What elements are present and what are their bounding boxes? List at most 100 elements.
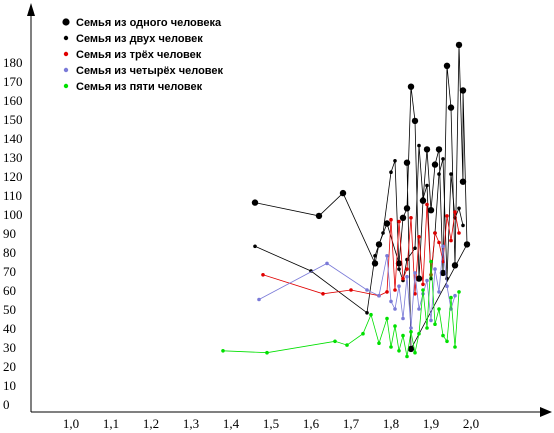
data-point [413,246,417,250]
legend-label: Семья из четырёх человек [76,65,224,77]
y-tick-label: 160 [3,93,23,108]
data-point [403,159,411,166]
data-point [459,87,467,94]
data-point [425,278,429,283]
data-point [423,146,431,153]
data-point [371,260,379,267]
data-point [413,271,417,275]
data-point [377,293,381,298]
data-point [405,257,409,262]
data-point [449,238,453,243]
legend-marker [62,18,70,26]
data-point [407,83,415,90]
data-point [401,276,405,281]
data-point [389,345,393,349]
data-point [463,241,471,248]
x-axis-arrow [540,407,552,417]
data-point [385,290,389,294]
series-5 [221,259,461,359]
y-tick-label: 180 [3,55,23,70]
y-axis-arrow [27,3,35,16]
data-point [445,339,449,344]
data-point [389,217,393,222]
legend-marker [63,35,69,41]
data-point [251,199,259,206]
series-4 [257,244,457,330]
y-tick-labels: 0 10 20 30 40 50 60 70 80 90 100 110 120 130 140 150 160… [3,55,23,412]
data-point [417,331,421,336]
data-point [429,318,433,323]
data-point [433,231,437,235]
data-point [425,202,429,207]
data-point [451,262,459,269]
data-point [443,62,451,69]
data-point [435,146,443,153]
data-point [429,259,433,264]
data-point [405,354,409,359]
data-point [441,244,445,249]
data-point [425,183,429,188]
data-point [385,254,389,258]
data-point [445,284,449,289]
legend-marker [63,67,69,73]
x-tick-label: 1,2 [143,416,159,431]
data-point [381,231,385,235]
data-point [431,161,439,168]
x-tick-label: 1,0 [63,416,79,431]
data-point [393,324,397,328]
data-point [265,350,269,355]
y-tick-label: 60 [3,283,16,298]
data-point [457,231,461,235]
data-point [413,350,417,355]
data-point [411,117,419,125]
data-point [413,292,417,296]
y-tick-label: 120 [3,169,23,184]
data-point [437,240,441,245]
x-tick-label: 2,0 [463,416,479,431]
data-point [389,170,393,174]
data-point [349,288,353,292]
data-point [447,104,455,111]
data-point [393,159,397,163]
data-point [309,269,313,273]
series-line [258,246,456,329]
data-point [433,322,437,327]
data-point [421,288,425,292]
data-point [459,178,467,185]
axes [27,3,552,417]
y-tick-label: 10 [3,378,16,393]
y-tick-label: 140 [3,131,23,146]
data-series [221,41,471,359]
data-point [321,292,325,296]
legend-label: Семья из пяти человек [76,81,203,93]
x-tick-label: 1,8 [383,416,399,431]
data-point [385,316,389,321]
data-point [417,143,421,148]
data-point [373,254,377,258]
data-point [441,157,445,161]
data-point [449,172,453,176]
data-point [437,290,441,294]
y-tick-label: 150 [3,112,23,127]
y-tick-label: 90 [3,226,16,241]
data-point [455,41,463,49]
x-tick-labels: 1,0 1,1 1,2 1,3 1,4 1,5 1,6 1,7 1,8 1,9 2,0 [63,416,479,431]
data-point [405,274,409,279]
series-3 [261,202,461,298]
data-point [333,339,337,344]
data-point [421,197,425,201]
data-point [439,269,447,277]
x-tick-label: 1,7 [343,416,360,431]
data-point [445,214,449,218]
data-point [369,312,373,317]
data-point [389,299,393,304]
y-tick-label: 20 [3,359,16,374]
data-point [453,345,457,349]
data-point [401,333,405,338]
data-point [441,333,445,338]
data-point [425,326,429,330]
legend: Семья из одного человека Семья из двух че… [62,17,224,93]
x-tick-label: 1,6 [303,416,320,431]
data-point [397,219,401,224]
